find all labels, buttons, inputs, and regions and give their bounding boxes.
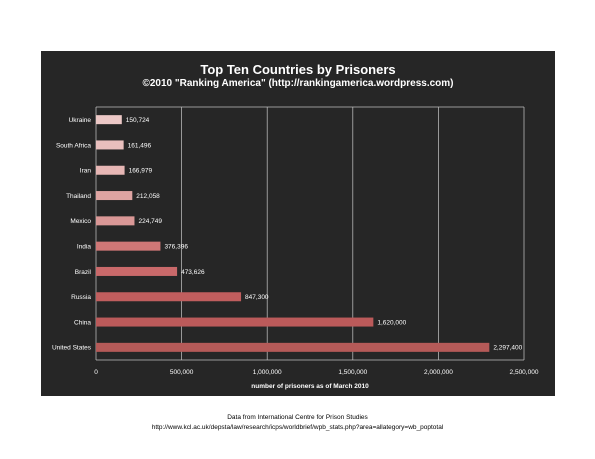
bar xyxy=(96,115,122,125)
bar xyxy=(96,241,161,251)
category-label: Thailand xyxy=(66,193,91,200)
x-tick-label: 1,500,000 xyxy=(338,369,367,376)
bar xyxy=(96,266,178,276)
bar xyxy=(96,216,135,226)
chart-subtitle: ©2010 "Ranking America" (http://rankinga… xyxy=(142,78,454,89)
source-line: Data from International Centre for Priso… xyxy=(227,414,368,421)
data-label: 2,297,400 xyxy=(493,345,522,352)
data-label: 161,496 xyxy=(128,142,152,149)
bar xyxy=(96,140,124,150)
data-label: 150,724 xyxy=(126,117,150,124)
x-tick-label: 0 xyxy=(94,369,98,376)
category-label: Ukraine xyxy=(69,117,92,124)
category-label: Brazil xyxy=(75,269,92,276)
chart-title: Top Ten Countries by Prisoners xyxy=(200,62,396,77)
category-label: China xyxy=(74,319,91,326)
data-label: 224,749 xyxy=(138,218,162,225)
bar xyxy=(96,191,133,201)
bar-chart: 0 500,000 1,000,000 1,500,000 2,000,000 2,500… xyxy=(52,106,539,390)
x-tick-label: 500,000 xyxy=(170,369,194,376)
data-label: 1,620,000 xyxy=(377,319,406,326)
bar xyxy=(96,317,374,327)
bar xyxy=(96,292,242,302)
category-label: South Africa xyxy=(56,142,91,149)
source-url: http://www.kcl.ac.uk/depsta/law/research… xyxy=(151,424,444,431)
x-tick-label: 1,000,000 xyxy=(253,369,282,376)
x-axis-title: number of prisoners as of March 2010 xyxy=(251,383,369,390)
x-tick-label: 2,000,000 xyxy=(424,369,453,376)
data-label: 376,396 xyxy=(164,243,188,250)
bar xyxy=(96,165,125,175)
category-label: India xyxy=(77,243,91,250)
data-label: 212,058 xyxy=(136,193,160,200)
data-label: 473,626 xyxy=(181,269,205,276)
category-label: Mexico xyxy=(70,218,91,225)
data-label: 166,979 xyxy=(129,168,153,175)
x-tick-label: 2,500,000 xyxy=(510,369,539,376)
data-label: 847,300 xyxy=(245,294,269,301)
category-label: United States xyxy=(52,345,92,352)
category-label: Iran xyxy=(80,168,92,175)
chart-panel: 0 500,000 1,000,000 1,500,000 2,000,000 2,500… xyxy=(41,51,555,396)
category-label: Russia xyxy=(71,294,91,301)
bar xyxy=(96,342,490,352)
